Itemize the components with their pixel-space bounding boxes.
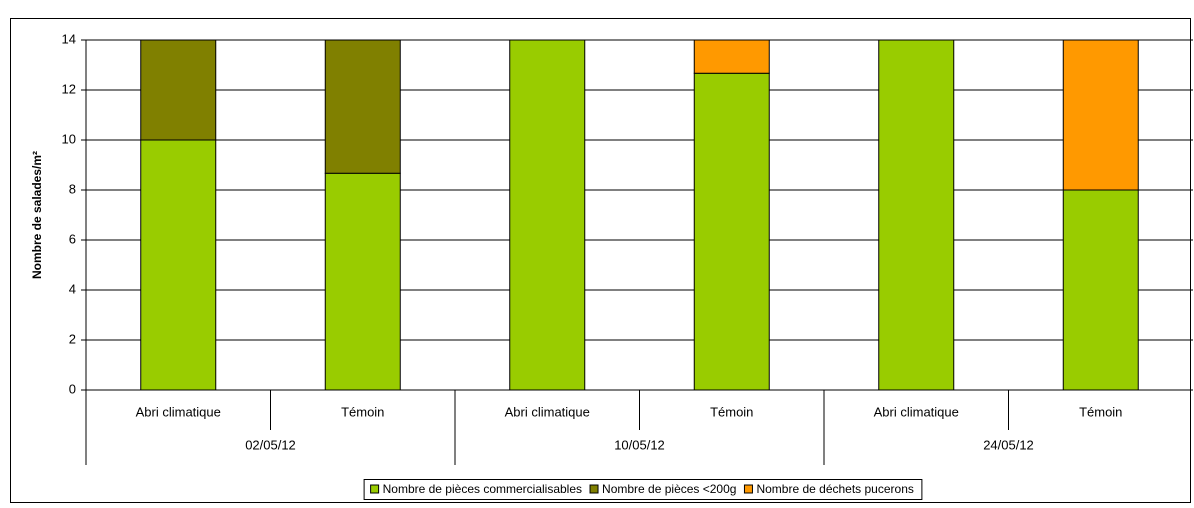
bar-segment [878,39,955,391]
x-tick-label: Témoin [1079,404,1122,419]
x-tick-label: Témoin [341,404,384,419]
y-tick-label: 6 [69,231,76,246]
y-tick-label: 10 [62,131,76,146]
bar-segment [693,72,770,391]
legend-swatch [743,484,753,494]
group-label: 10/05/12 [614,437,665,452]
bar-segment [509,39,586,391]
x-tick-label: Abri climatique [505,404,590,419]
legend-box [363,479,923,500]
bar-segment [1062,189,1139,391]
legend-label: Nombre de pièces <200g [602,482,736,496]
bar-segment [324,172,401,391]
y-axis-label: Nombre de salades/m² [30,151,44,279]
group-label: 24/05/12 [983,437,1034,452]
bar-segment [324,39,401,174]
y-tick-label: 8 [69,181,76,196]
y-tick-label: 4 [69,281,76,296]
y-tick-label: 2 [69,331,76,346]
bar-segment [140,39,217,141]
legend-label: Nombre de déchets pucerons [756,482,913,496]
y-tick-label: 0 [69,381,76,396]
y-tick-label: 12 [62,81,76,96]
bar-segment [693,39,770,74]
group-label: 02/05/12 [245,437,296,452]
x-tick-label: Témoin [710,404,753,419]
x-tick-label: Abri climatique [874,404,959,419]
bar-segment [140,139,217,391]
x-tick-label: Abri climatique [136,404,221,419]
y-tick-label: 14 [62,31,76,46]
legend-swatch [589,484,599,494]
legend-label: Nombre de pièces commercialisables [383,482,582,496]
bar-segment [1062,39,1139,191]
legend-swatch [370,484,380,494]
